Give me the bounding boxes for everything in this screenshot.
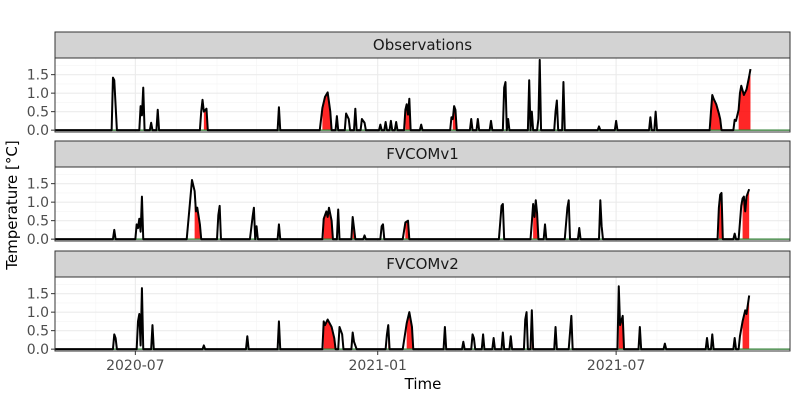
y-axis-title: Temperature [°C] [3,140,21,270]
panel-observations: Observations 0.0 0.5 1.0 1.5 [27,32,790,139]
panel-fvcomv2: FVCOMv2 0.0 0.5 1.0 1.5 [27,251,790,358]
y-tick-label: 0.0 [27,123,49,139]
y-tick-label: 1.5 [27,68,49,84]
x-tick-label: 2021-01 [348,358,407,374]
y-tick-label: 1.5 [27,287,49,303]
y-tick-label: 1.5 [27,177,49,193]
y-tick-label: 1.0 [27,86,49,102]
x-axis-title: Time [404,375,442,393]
facet-strip-label: FVCOMv2 [386,255,459,273]
facet-strip-label: FVCOMv1 [386,145,459,163]
y-tick-label: 0.0 [27,342,49,358]
x-tick-label: 2020-07 [106,358,165,374]
y-tick-label: 0.5 [27,324,49,340]
panels-layer: Observations 0.0 0.5 1.0 1.5 FVCOMv1 0.0 0.5 1.0… [27,32,790,358]
y-tick-label: 1.0 [27,305,49,321]
y-tick-label: 1.0 [27,195,49,211]
y-tick-label: 0.0 [27,232,49,248]
y-tick-label: 0.5 [27,105,49,121]
facet-strip-label: Observations [373,36,472,54]
x-axis: 2020-07 2021-01 2021-07 [106,351,645,374]
y-tick-label: 0.5 [27,214,49,230]
x-tick-label: 2021-07 [587,358,646,374]
panel-fvcomv1: FVCOMv1 0.0 0.5 1.0 1.5 [27,141,790,248]
